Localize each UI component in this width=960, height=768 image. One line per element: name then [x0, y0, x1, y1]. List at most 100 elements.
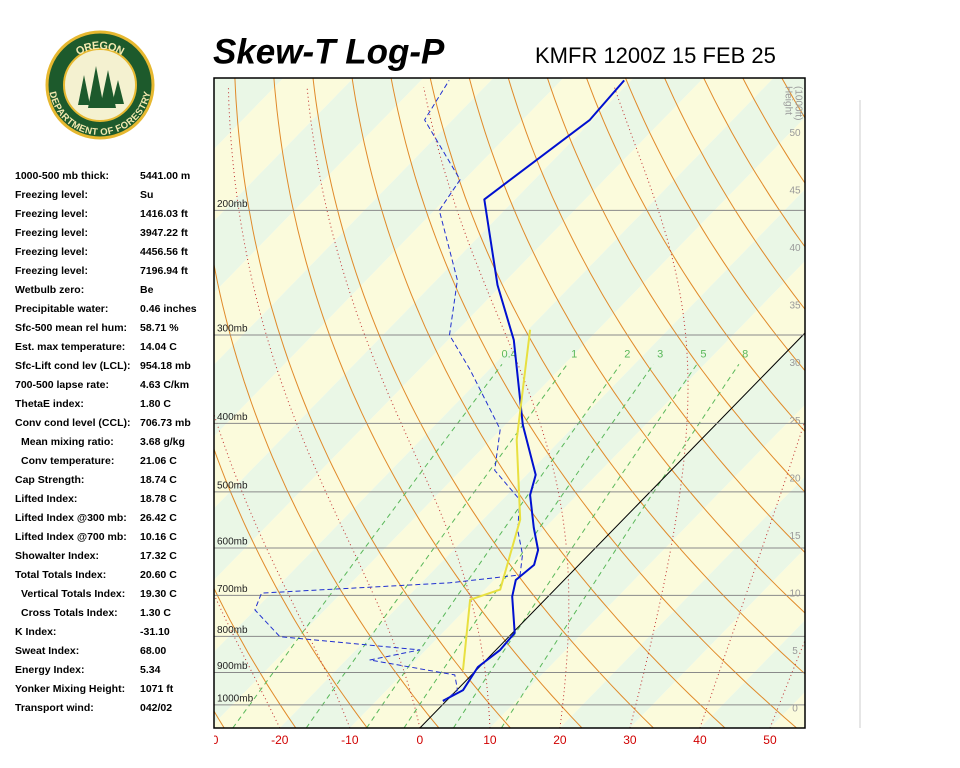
dry-adiabat [468, 78, 805, 614]
pressure-label: 1000mb [217, 694, 254, 705]
dry-adiabat [429, 78, 805, 675]
x-tick-label: 0 [417, 733, 424, 747]
stat-value: 18.78 C [140, 493, 177, 505]
stat-value: 5.34 [140, 664, 161, 676]
logo: OREGON DEPARTMENT OF FORESTRY [45, 30, 155, 140]
stat-label: Sfc-500 mean rel hum: [15, 322, 127, 334]
pressure-label: 300mb [217, 324, 248, 335]
sounding-line [254, 80, 523, 703]
stat-label: Mean mixing ratio: [21, 436, 114, 448]
mixing-ratio-label: 2 [624, 349, 630, 361]
sounding-line [462, 329, 532, 671]
pressure-label: 700mb [217, 584, 248, 595]
dry-adiabat [214, 587, 297, 728]
stat-label: Sfc-Lift cond lev (LCL): [15, 360, 131, 372]
zero-isotherm [419, 332, 805, 728]
x-tick-label: -30 [201, 733, 219, 747]
mixing-ratio-label: 1 [571, 349, 577, 361]
isotherm-band [279, 189, 805, 728]
height-tick-label: 40 [789, 243, 801, 254]
stat-label: Energy Index: [15, 664, 84, 676]
dry-adiabat [664, 78, 805, 310]
stat-label: Yonker Mixing Height: [15, 683, 125, 695]
dry-adiabat [781, 78, 805, 119]
dry-adiabat [312, 78, 654, 728]
stat-value: 18.74 C [140, 474, 177, 486]
dry-adiabat [390, 78, 797, 728]
pressure-label: 600mb [217, 537, 248, 548]
stat-value: 1.30 C [140, 607, 171, 619]
mixing-ratio-line [452, 364, 698, 728]
pressure-label: 400mb [217, 412, 248, 423]
mixing-ratio-line [366, 364, 621, 728]
stat-value: 3.68 g/kg [140, 436, 185, 448]
height-tick-label: 15 [789, 531, 801, 542]
stat-label: Lifted Index @300 mb: [15, 512, 127, 524]
height-tick-label: 45 [789, 185, 801, 196]
height-tick-label: 10 [789, 588, 801, 599]
stat-label: Sweat Index: [15, 645, 79, 657]
mixing-ratio-label: 3 [657, 349, 663, 361]
stat-label: Freezing level: [15, 208, 88, 220]
stat-value: 706.73 mb [140, 417, 191, 429]
dry-adiabat [273, 78, 583, 728]
mixing-ratio-label: 0.4 [502, 349, 517, 361]
stat-label: 700-500 lapse rate: [15, 379, 109, 391]
stat-label: Wetbulb zero: [15, 284, 84, 296]
stat-value: 1.80 C [140, 398, 171, 410]
pressure-label: 900mb [217, 661, 248, 672]
moist-adiabat [306, 87, 491, 728]
stat-value: 3947.22 ft [140, 227, 188, 239]
height-tick-label: 35 [789, 301, 801, 312]
isotherm-band [489, 404, 805, 728]
stat-label: Conv cond level (CCL): [15, 417, 131, 429]
stat-label: Cross Totals Index: [21, 607, 118, 619]
dry-adiabat [938, 78, 960, 728]
stat-value: Su [140, 189, 153, 201]
mixing-ratio-line [403, 364, 654, 728]
height-tick-label: 5 [792, 646, 798, 657]
stat-value: 5441.00 m [140, 170, 190, 182]
logo-top: OREGON [74, 40, 126, 58]
mixing-ratio-line [500, 364, 740, 728]
stat-value: 954.18 mb [140, 360, 191, 372]
stat-value: 68.00 [140, 645, 166, 657]
stat-label: Freezing level: [15, 246, 88, 258]
x-tick-label: -20 [271, 733, 289, 747]
stat-value: 17.32 C [140, 550, 177, 562]
stat-label: K Index: [15, 626, 56, 638]
stat-label: Vertical Totals Index: [21, 588, 125, 600]
stat-value: 58.71 % [140, 322, 179, 334]
plot-border [213, 77, 806, 729]
dry-adiabat [234, 78, 511, 728]
stat-label: 1000-500 mb thick: [15, 170, 109, 182]
x-tick-label: 50 [763, 733, 777, 747]
x-tick-label: 30 [623, 733, 637, 747]
x-ticks: -30 -20 -10 0 10 20 30 40 50 [201, 733, 777, 747]
pressure-label: 500mb [217, 481, 248, 492]
stat-label: Freezing level: [15, 189, 88, 201]
moist-adiabat [227, 87, 421, 728]
chart-subtitle: KMFR 1200Z 15 FEB 25 [535, 43, 776, 68]
stat-value: 20.60 C [140, 569, 177, 581]
pressure-label: 800mb [217, 625, 248, 636]
stat-label: Lifted Index @700 mb: [15, 531, 127, 543]
x-tick-label: -10 [341, 733, 359, 747]
height-tick-label: 0 [792, 704, 798, 715]
moist-adiabat [423, 87, 570, 728]
isotherm-band [559, 476, 805, 728]
stat-value: Be [140, 284, 154, 296]
stat-value: 14.04 C [140, 341, 177, 353]
stat-value: 21.06 C [140, 455, 177, 467]
stat-label: Total Totals Index: [15, 569, 106, 581]
stat-value: 7196.94 ft [140, 265, 188, 277]
stat-label: Lifted Index: [15, 493, 77, 505]
sounding-line [442, 79, 625, 702]
x-tick-label: 10 [483, 733, 497, 747]
dry-adiabat [899, 78, 960, 728]
stat-label: Freezing level: [15, 265, 88, 277]
stat-value: 4.63 C/km [140, 379, 189, 391]
stat-value: 1416.03 ft [140, 208, 188, 220]
stat-label: ThetaE index: [15, 398, 84, 410]
